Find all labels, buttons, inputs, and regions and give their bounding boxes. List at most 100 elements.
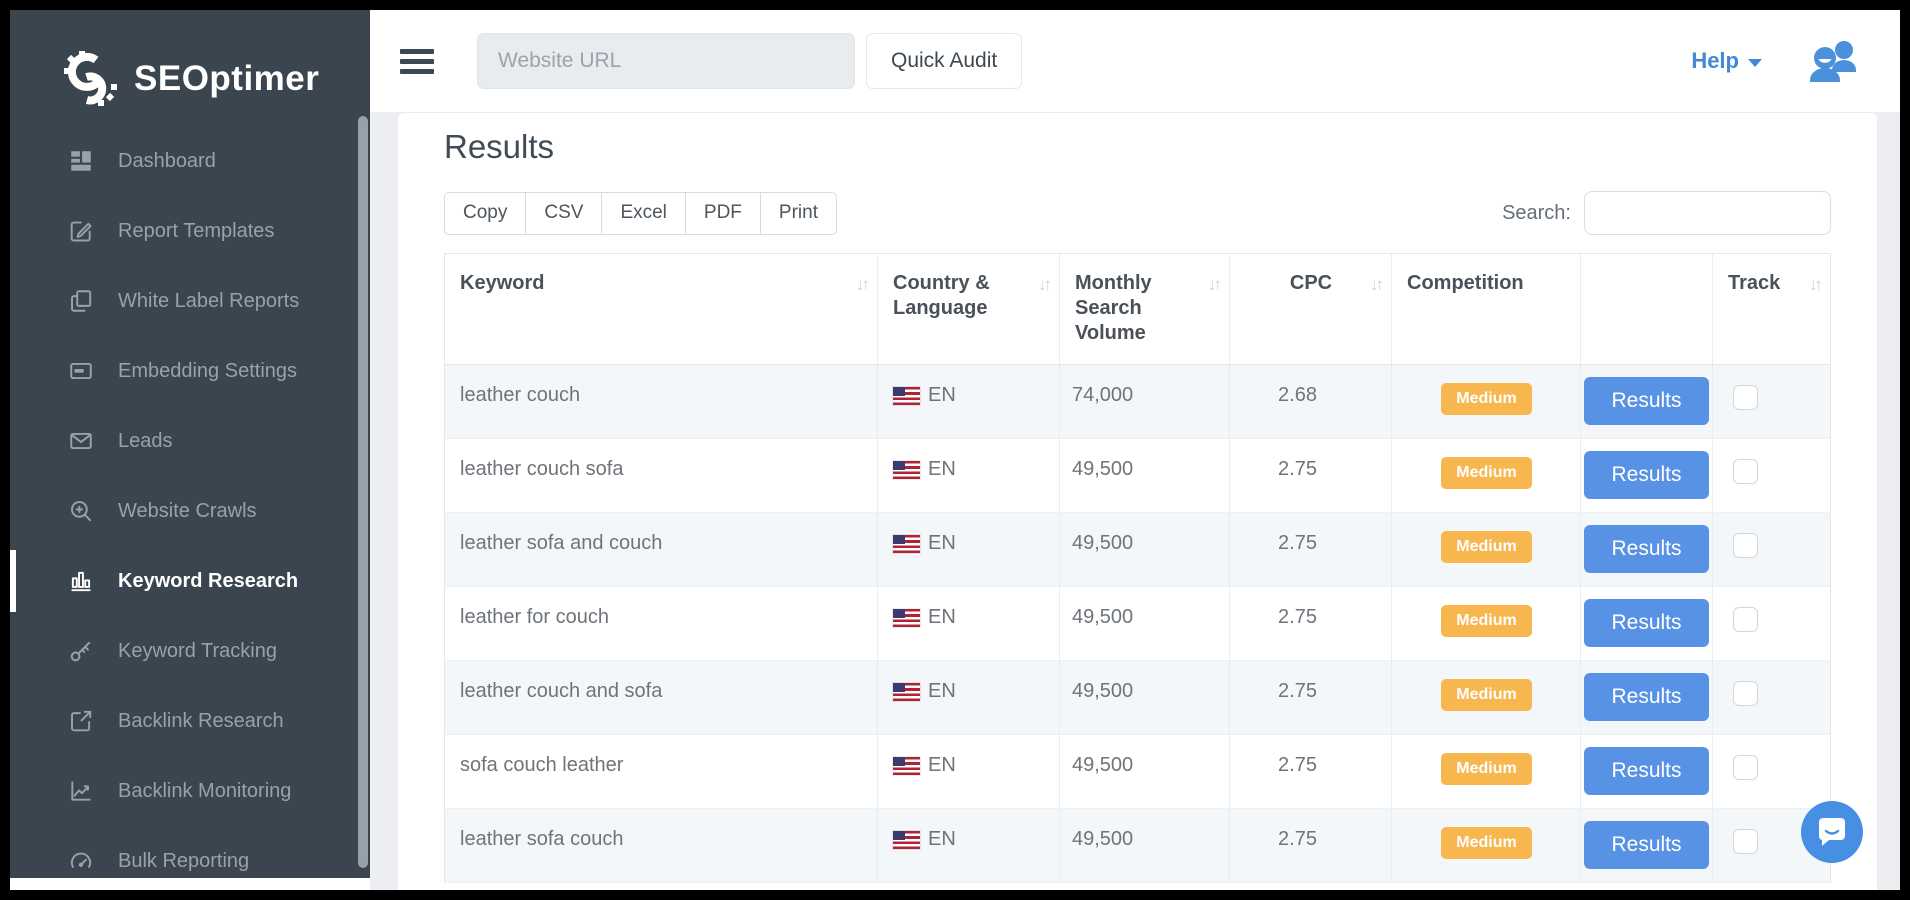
competition-badge: Medium xyxy=(1441,679,1532,711)
row-results-button[interactable]: Results xyxy=(1584,599,1709,647)
country-language-cell: EN xyxy=(877,586,1060,661)
column-header-keyword[interactable]: Keyword ↓↑ xyxy=(444,253,878,365)
sidebar-item-keyword-research[interactable]: Keyword Research xyxy=(10,546,370,616)
key-icon xyxy=(68,638,94,664)
sidebar-item-keyword-tracking[interactable]: Keyword Tracking xyxy=(10,616,370,686)
column-label: Competition xyxy=(1407,272,1524,294)
search-plus-icon xyxy=(68,498,94,524)
country-language-cell: EN xyxy=(877,660,1060,735)
track-cell xyxy=(1713,513,1831,587)
dashboard-icon xyxy=(68,148,94,174)
help-menu[interactable]: Help xyxy=(1691,48,1762,74)
sidebar-item-label: Keyword Research xyxy=(118,569,299,592)
track-cell xyxy=(1713,809,1831,883)
table-row: leather couch sofa EN 49,500 2.75 Medium Resu… xyxy=(444,438,1831,513)
topbar: Quick Audit Help xyxy=(370,10,1900,113)
sidebar-item-embedding-settings[interactable]: Embedding Settings xyxy=(10,336,370,406)
column-label: Monthly Search Volume xyxy=(1075,272,1152,344)
monthly-search-volume-cell: 49,500 xyxy=(1059,512,1230,587)
sort-arrows-icon: ↓↑ xyxy=(1370,275,1384,294)
competition-cell: Medium xyxy=(1391,438,1581,513)
export-csv-button[interactable]: CSV xyxy=(525,191,603,235)
row-results-button[interactable]: Results xyxy=(1584,747,1709,795)
monthly-search-volume-cell: 74,000 xyxy=(1059,364,1230,439)
column-header-competition: Competition xyxy=(1391,253,1581,365)
export-print-button[interactable]: Print xyxy=(759,191,837,235)
sidebar-item-backlink-research[interactable]: Backlink Research xyxy=(10,686,370,756)
cpc-cell: 2.75 xyxy=(1229,660,1392,735)
sidebar-item-label: Backlink Research xyxy=(118,709,284,732)
track-checkbox[interactable] xyxy=(1733,681,1758,706)
track-cell xyxy=(1713,365,1831,439)
row-results-button[interactable]: Results xyxy=(1584,821,1709,869)
sidebar-item-backlink-monitoring[interactable]: Backlink Monitoring xyxy=(10,756,370,826)
row-results-button[interactable]: Results xyxy=(1584,377,1709,425)
monthly-search-volume-cell: 49,500 xyxy=(1059,660,1230,735)
table-row: leather sofa and couch EN 49,500 2.75 Medium… xyxy=(444,512,1831,587)
chevron-down-icon xyxy=(1748,58,1762,67)
table-search: Search: xyxy=(1502,191,1831,235)
table-header: Keyword ↓↑ Country & Language ↓↑ Monthly Sea… xyxy=(444,253,1831,365)
column-label: Track xyxy=(1728,272,1781,294)
sidebar-nav: Dashboard Report Templates White Label Rep… xyxy=(10,126,370,890)
quick-audit-button[interactable]: Quick Audit xyxy=(866,33,1023,89)
sidebar-item-white-label-reports[interactable]: White Label Reports xyxy=(10,266,370,336)
country-language-cell: EN xyxy=(877,364,1060,439)
language-code: EN xyxy=(928,458,956,480)
results-card: Results Copy CSV Excel PDF Print Search: Key… xyxy=(398,113,1877,890)
row-results-button[interactable]: Results xyxy=(1584,673,1709,721)
track-cell xyxy=(1713,439,1831,513)
table-row: leather couch and sofa EN 49,500 2.75 Medium… xyxy=(444,660,1831,735)
us-flag-icon xyxy=(893,682,920,701)
column-header-monthly-search-volume[interactable]: Monthly Search Volume ↓↑ xyxy=(1059,253,1230,365)
competition-badge: Medium xyxy=(1441,531,1532,563)
track-checkbox[interactable] xyxy=(1733,533,1758,558)
export-excel-button[interactable]: Excel xyxy=(601,191,686,235)
track-checkbox[interactable] xyxy=(1733,385,1758,410)
row-results-button[interactable]: Results xyxy=(1584,525,1709,573)
chat-widget-button[interactable] xyxy=(1801,801,1863,863)
table-row: leather for couch EN 49,500 2.75 Medium Resul… xyxy=(444,586,1831,661)
export-pdf-button[interactable]: PDF xyxy=(684,191,761,235)
account-users-icon[interactable] xyxy=(1808,38,1860,84)
track-checkbox[interactable] xyxy=(1733,607,1758,632)
column-header-cpc[interactable]: CPC ↓↑ xyxy=(1229,253,1392,365)
topbar-right: Help xyxy=(1691,38,1860,84)
seoptimer-gear-icon xyxy=(64,51,117,106)
action-cell: Results xyxy=(1580,734,1713,809)
external-link-icon xyxy=(68,708,94,734)
sidebar-item-website-crawls[interactable]: Website Crawls xyxy=(10,476,370,546)
column-header-country-language[interactable]: Country & Language ↓↑ xyxy=(877,253,1060,365)
sidebar-scrollbar-thumb[interactable] xyxy=(358,116,368,868)
language-code: EN xyxy=(928,532,956,554)
keyword-cell: leather couch and sofa xyxy=(444,660,878,735)
track-checkbox[interactable] xyxy=(1733,829,1758,854)
action-cell: Results xyxy=(1580,512,1713,587)
us-flag-icon xyxy=(893,756,920,775)
monthly-search-volume-cell: 49,500 xyxy=(1059,734,1230,809)
sidebar-item-leads[interactable]: Leads xyxy=(10,406,370,476)
website-url-input[interactable] xyxy=(477,33,855,89)
export-copy-button[interactable]: Copy xyxy=(444,191,527,235)
sidebar-item-bulk-reporting[interactable]: Bulk Reporting xyxy=(10,826,370,890)
row-results-button[interactable]: Results xyxy=(1584,451,1709,499)
track-checkbox[interactable] xyxy=(1733,459,1758,484)
table-row: leather couch EN 74,000 2.68 Medium Results xyxy=(444,364,1831,439)
brand-name: SEOptimer xyxy=(134,59,320,98)
sidebar-item-dashboard[interactable]: Dashboard xyxy=(10,126,370,196)
sidebar-item-label: Embedding Settings xyxy=(118,359,298,382)
seoptimer-logo[interactable]: SEOptimer xyxy=(10,10,370,118)
sidebar-item-report-templates[interactable]: Report Templates xyxy=(10,196,370,266)
competition-badge: Medium xyxy=(1441,605,1532,637)
search-input[interactable] xyxy=(1584,191,1831,235)
track-checkbox[interactable] xyxy=(1733,755,1758,780)
column-header-track[interactable]: Track ↓↑ xyxy=(1712,253,1831,365)
sidebar-item-label: Leads xyxy=(118,429,173,452)
hamburger-menu-icon[interactable] xyxy=(400,48,434,74)
competition-cell: Medium xyxy=(1391,586,1581,661)
cpc-cell: 2.75 xyxy=(1229,808,1392,883)
column-header-actions xyxy=(1580,253,1713,365)
sidebar-item-label: White Label Reports xyxy=(118,289,300,312)
results-table: Keyword ↓↑ Country & Language ↓↑ Monthly Sea… xyxy=(444,253,1831,883)
export-button-group: Copy CSV Excel PDF Print xyxy=(444,191,837,235)
